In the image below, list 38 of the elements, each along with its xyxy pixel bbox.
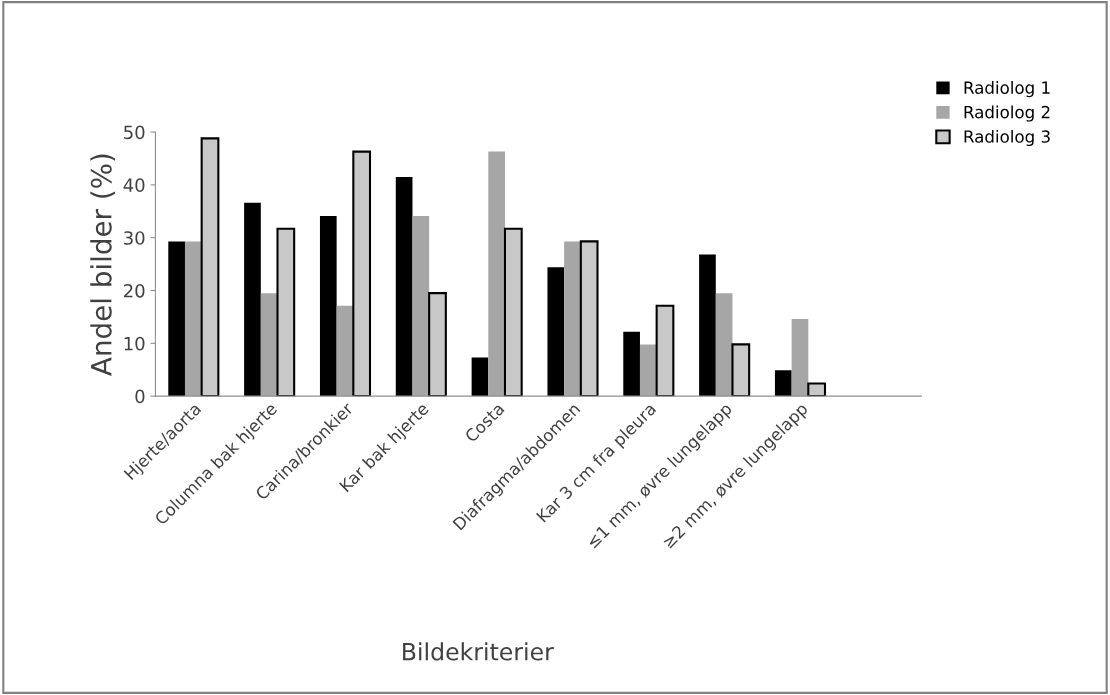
bar	[184, 241, 202, 397]
y-tick-label: 50	[124, 125, 145, 140]
bar	[412, 216, 430, 397]
y-tick-label: 40	[123, 178, 145, 192]
bar	[579, 240, 599, 397]
legend-label: Radiolog 1	[964, 81, 1050, 98]
bar	[319, 216, 337, 397]
y-tick-label: 20	[124, 283, 145, 298]
bar	[276, 227, 296, 397]
y-tick-label: 0	[135, 389, 145, 404]
bar	[655, 304, 675, 397]
bar	[791, 319, 809, 397]
bar	[200, 137, 220, 397]
legend-label: Radiolog 2	[964, 105, 1050, 122]
y-tick-label: 10	[124, 336, 145, 351]
bar	[168, 241, 185, 397]
bar	[731, 343, 751, 397]
bar	[503, 227, 523, 397]
y-tick-label: 30	[124, 231, 145, 245]
bar	[623, 331, 640, 397]
bar	[564, 241, 581, 397]
bar	[428, 292, 447, 397]
bar	[807, 382, 827, 397]
bar	[260, 293, 278, 397]
x-axis-title: Bildekriterier	[403, 642, 554, 661]
bar	[336, 305, 354, 397]
bar	[488, 151, 505, 397]
bar	[395, 176, 413, 397]
y-axis-title: Andel bilder (%)	[90, 154, 116, 376]
bar	[639, 344, 657, 397]
bar	[699, 254, 716, 397]
legend-label: Radiolog 3	[964, 129, 1050, 147]
bar	[547, 267, 565, 397]
bar	[244, 202, 261, 397]
bar	[774, 370, 792, 397]
bar	[715, 293, 733, 397]
bar	[352, 150, 372, 397]
bar	[471, 357, 489, 397]
